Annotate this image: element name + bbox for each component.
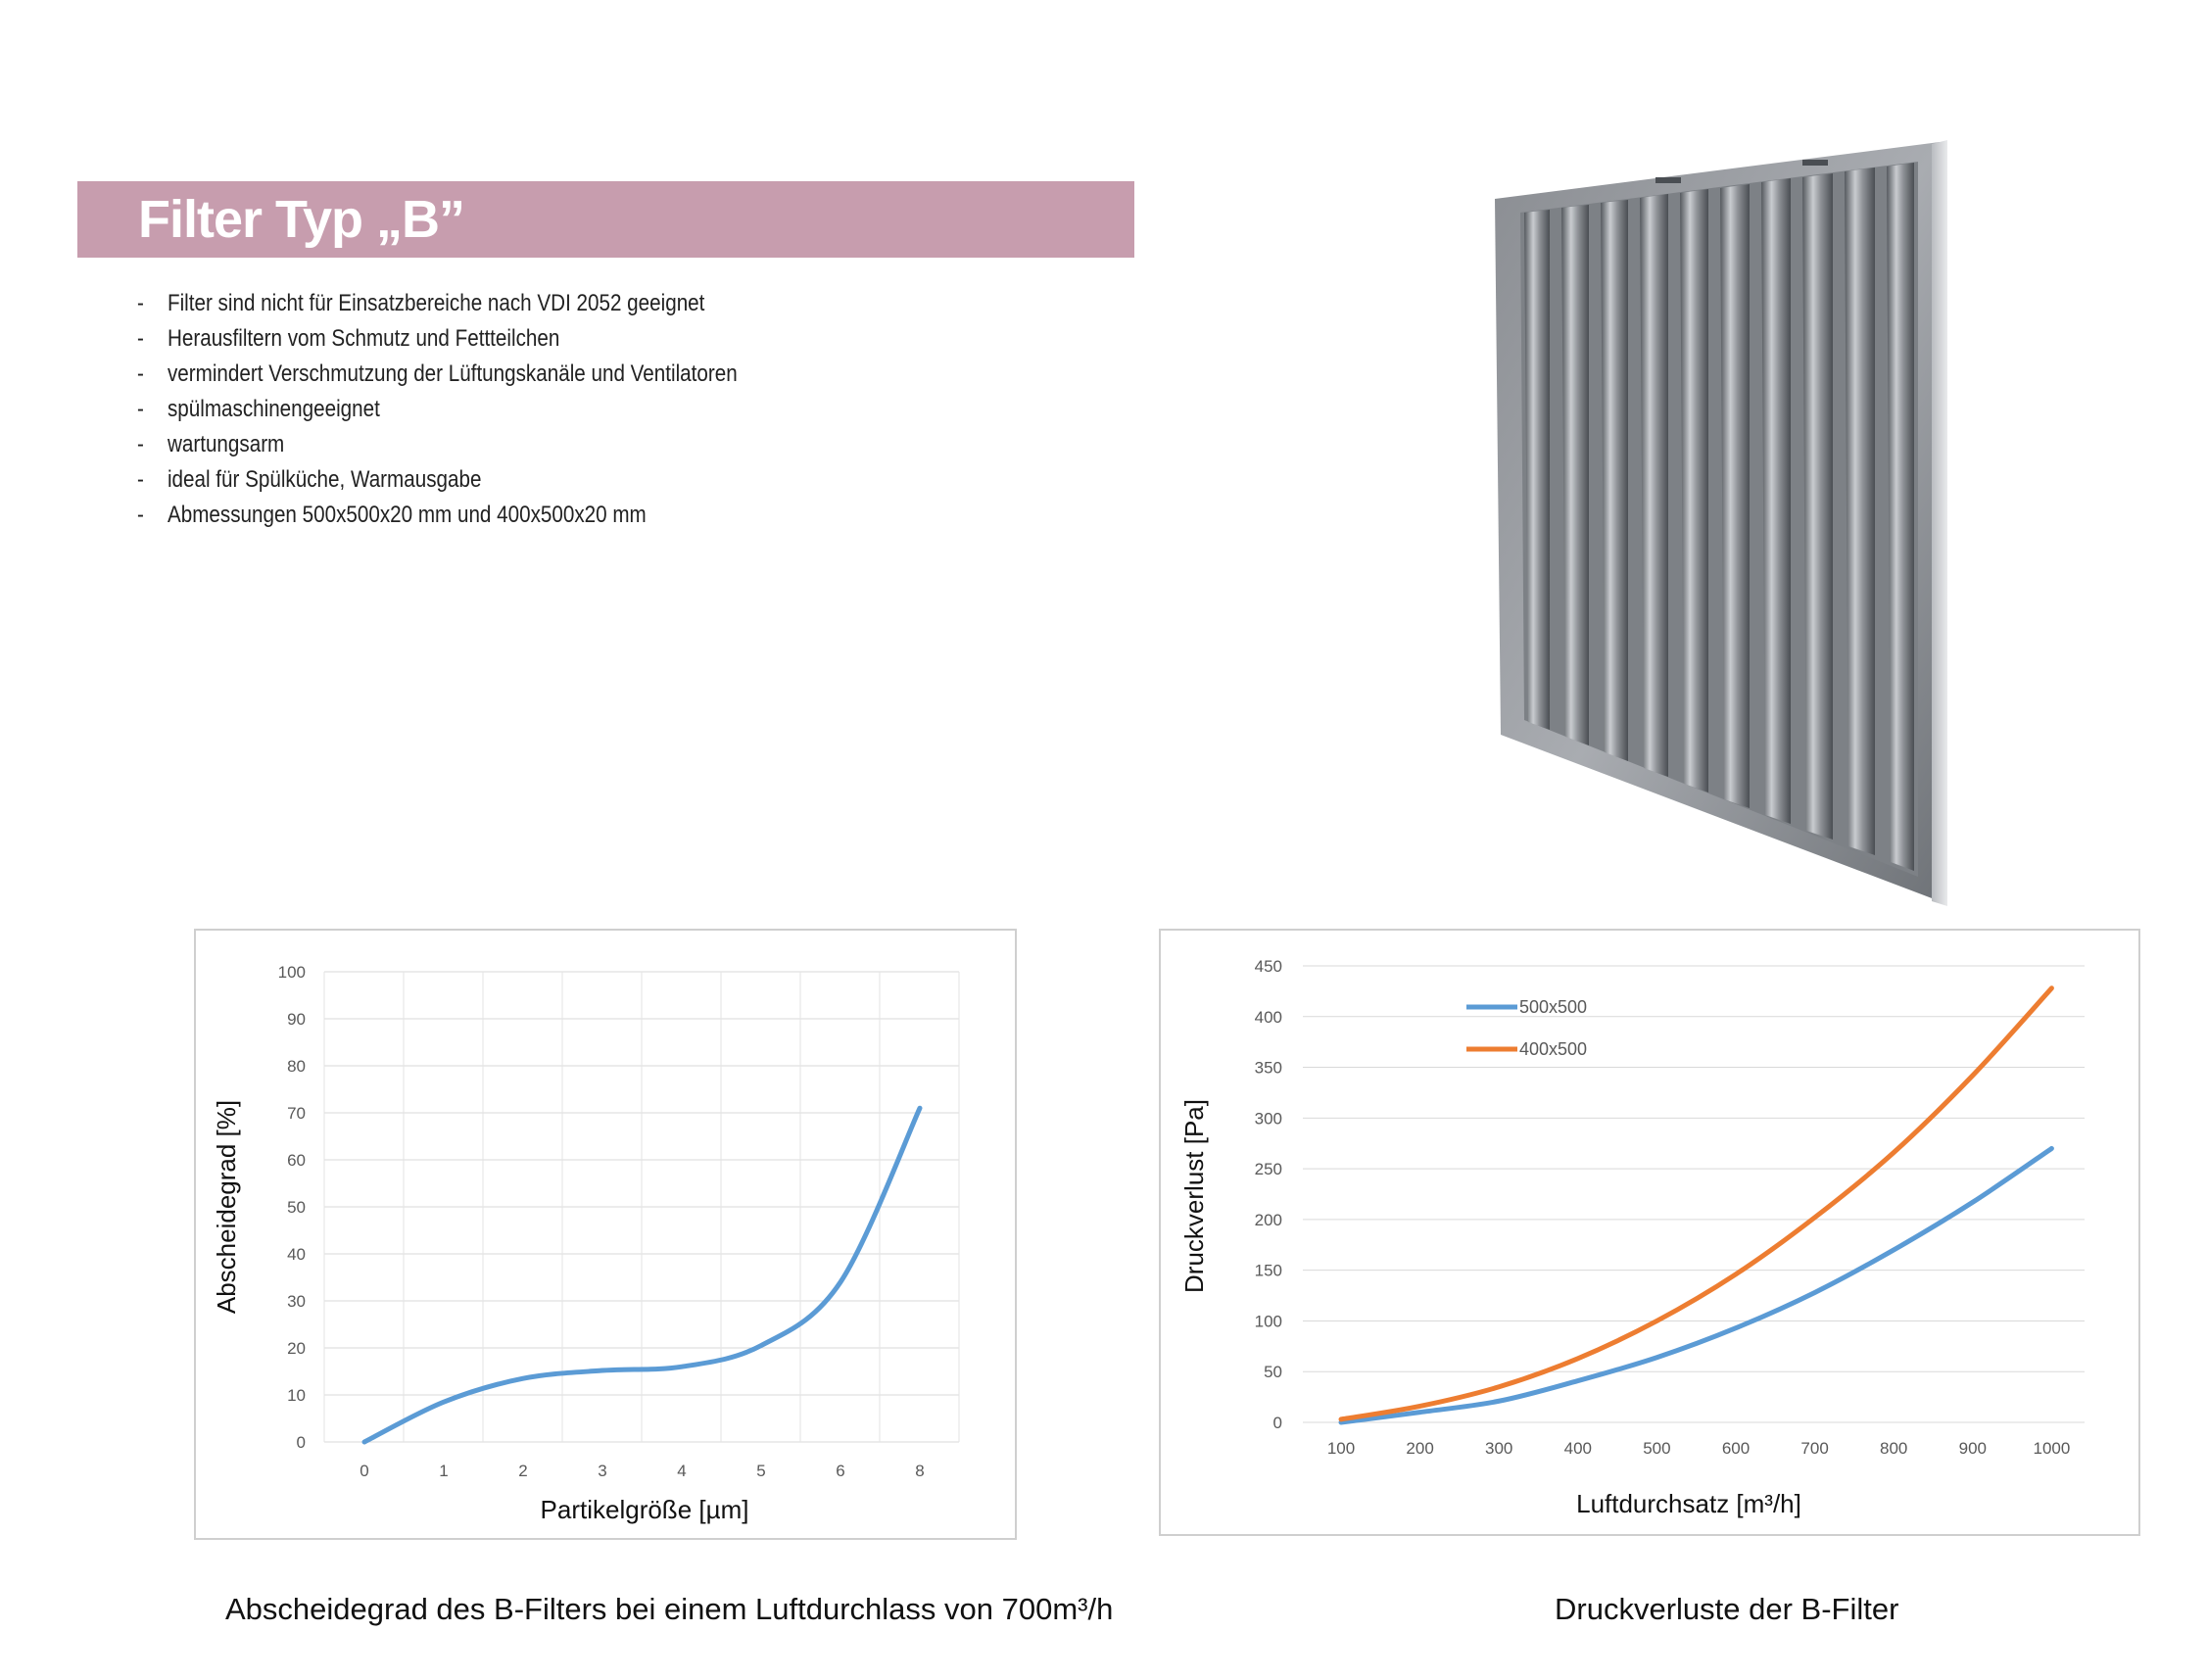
feature-text: Abmessungen 500x500x20 mm und 400x500x20… (167, 502, 647, 528)
x-tick-label: 1 (439, 1462, 448, 1480)
x-tick-label: 3 (598, 1462, 606, 1480)
bullet-dash: - (137, 466, 144, 493)
x-axis-label: Partikelgröße [µm] (541, 1495, 749, 1524)
feature-text: ideal für Spülküche, Warmausgabe (167, 466, 482, 493)
page-title: Filter Typ „B” (138, 190, 465, 249)
x-tick-label: 400 (1564, 1439, 1592, 1458)
chart-abscheidegrad-svg: 0 10 20 30 40 50 60 70 80 90 100 0 1 2 3 4 5 6 8 Partikelgr… (212, 963, 960, 1524)
y-tick-label: 30 (287, 1292, 306, 1311)
x-tick-label: 500 (1643, 1439, 1670, 1458)
y-axis-label: Abscheidegrad [%] (212, 1100, 241, 1314)
chart-druckverlust: 0 50 100 150 200 250 300 350 400 450 100 200 300 400 5… (1159, 929, 2140, 1536)
caption-right: Druckverluste der B-Filter (1555, 1592, 1899, 1626)
y-tick-label: 200 (1255, 1211, 1282, 1229)
list-item: - ideal für Spülküche, Warmausgabe (137, 462, 738, 498)
bullet-dash: - (137, 325, 144, 352)
y-tick-label: 0 (297, 1433, 306, 1452)
y-tick-label: 50 (287, 1198, 306, 1217)
y-tick-label: 60 (287, 1151, 306, 1170)
legend-label: 400x500 (1519, 1039, 1587, 1059)
list-item: - Herausfiltern vom Schmutz und Fettteilc… (137, 321, 738, 357)
y-tick-label: 90 (287, 1010, 306, 1029)
y-tick-label: 50 (1264, 1363, 1282, 1381)
feature-text: Filter sind nicht für Einsatzbereiche na… (167, 290, 705, 316)
y-tick-label: 0 (1273, 1414, 1282, 1432)
y-tick-label: 350 (1255, 1059, 1282, 1078)
feature-text: vermindert Verschmutzung der Lüftungskan… (167, 360, 738, 387)
list-item: - Abmessungen 500x500x20 mm und 400x500x2… (137, 498, 738, 533)
chart-druckverlust-svg: 0 50 100 150 200 250 300 350 400 450 100 200 300 400 5… (1179, 957, 2085, 1518)
y-tick-label: 100 (278, 963, 306, 982)
title-banner: Filter Typ „B” (77, 181, 1134, 258)
y-tick-label: 20 (287, 1339, 306, 1358)
x-tick-label: 5 (756, 1462, 765, 1480)
y-tick-label: 10 (287, 1386, 306, 1405)
y-tick-label: 400 (1255, 1008, 1282, 1027)
list-item: - spülmaschinengeeignet (137, 392, 738, 427)
x-tick-label: 300 (1485, 1439, 1512, 1458)
bullet-dash: - (137, 502, 144, 528)
y-tick-label: 100 (1255, 1312, 1282, 1330)
y-tick-label: 250 (1255, 1160, 1282, 1178)
x-tick-label: 700 (1800, 1439, 1828, 1458)
x-tick-label: 6 (836, 1462, 844, 1480)
x-tick-label: 0 (360, 1462, 368, 1480)
x-tick-label: 900 (1959, 1439, 1987, 1458)
x-axis-label: Luftdurchsatz [m³/h] (1576, 1489, 1801, 1518)
feature-text: wartungsarm (167, 431, 285, 457)
list-item: - wartungsarm (137, 427, 738, 462)
filter-slats (1524, 163, 1914, 871)
baffle-filter-illustration (1495, 140, 1947, 906)
y-tick-label: 300 (1255, 1109, 1282, 1128)
y-tick-label: 40 (287, 1245, 306, 1264)
bullet-dash: - (137, 290, 144, 316)
x-tick-label: 100 (1327, 1439, 1355, 1458)
x-tick-label: 800 (1880, 1439, 1907, 1458)
y-tick-label: 450 (1255, 957, 1282, 976)
y-tick-label: 150 (1255, 1262, 1282, 1280)
y-axis-label: Druckverlust [Pa] (1179, 1099, 1209, 1293)
y-tick-label: 70 (287, 1104, 306, 1123)
feature-list: - Filter sind nicht für Einsatzbereiche n… (137, 286, 738, 533)
series-line (1338, 1145, 2054, 1425)
x-tick-label: 4 (677, 1462, 686, 1480)
x-tick-label: 200 (1406, 1439, 1433, 1458)
x-tick-label: 1000 (2033, 1439, 2070, 1458)
bullet-dash: - (137, 431, 144, 457)
x-tick-label: 8 (915, 1462, 924, 1480)
bullet-dash: - (137, 360, 144, 387)
series-line (361, 1105, 923, 1445)
legend-label: 500x500 (1519, 997, 1587, 1017)
feature-text: Herausfiltern vom Schmutz und Fettteilch… (167, 325, 560, 352)
x-tick-label: 2 (518, 1462, 527, 1480)
list-item: - Filter sind nicht für Einsatzbereiche n… (137, 286, 738, 321)
y-tick-label: 80 (287, 1057, 306, 1076)
x-tick-label: 600 (1722, 1439, 1750, 1458)
feature-text: spülmaschinengeeignet (167, 396, 380, 422)
bullet-dash: - (137, 396, 144, 422)
chart-abscheidegrad: 0 10 20 30 40 50 60 70 80 90 100 0 1 2 3 4 5 6 8 Partikelgr… (194, 929, 1017, 1540)
list-item: - vermindert Verschmutzung der Lüftungska… (137, 357, 738, 392)
series-line (1338, 985, 2054, 1422)
caption-left: Abscheidegrad des B-Filters bei einem Lu… (225, 1592, 1114, 1626)
